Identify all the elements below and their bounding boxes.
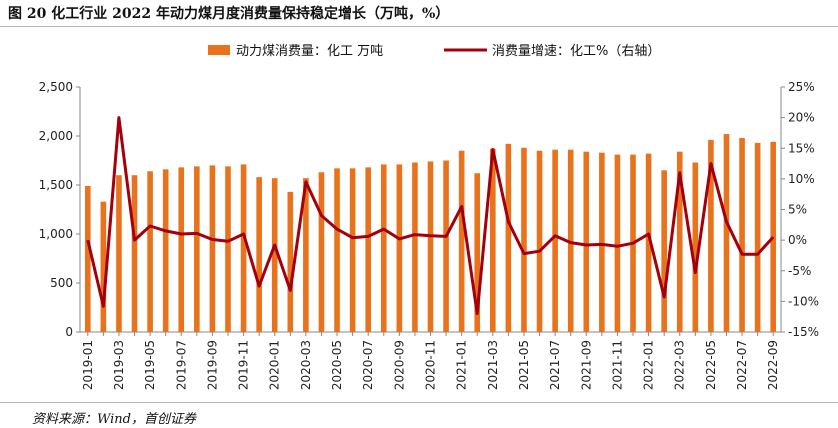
legend-bar-label: 动力煤消费量：化工 万吨 xyxy=(236,44,383,59)
x-tick-label: 2019-07 xyxy=(174,340,188,390)
bar xyxy=(412,162,418,332)
y-right-tick-label: 15% xyxy=(788,141,815,155)
bar xyxy=(723,134,730,332)
bar xyxy=(739,137,745,332)
bar xyxy=(318,172,325,332)
title-bar: 图 20 化工行业 2022 年动力煤月度消费量保持稳定增长（万吨，%） xyxy=(0,0,838,27)
x-tick-label: 2020-07 xyxy=(361,340,375,390)
bar xyxy=(162,169,169,332)
bar xyxy=(521,147,527,332)
bar xyxy=(256,177,262,332)
x-tick-label: 2021-07 xyxy=(548,340,562,390)
x-tick-label: 2020-05 xyxy=(330,340,344,390)
x-tick-label: 2021-01 xyxy=(455,340,469,390)
bar xyxy=(116,175,122,332)
x-tick-label: 2022-07 xyxy=(735,340,749,390)
growth-line xyxy=(86,116,775,316)
bar xyxy=(84,185,91,332)
x-tick-label: 2019-09 xyxy=(205,340,219,390)
bar xyxy=(599,152,605,332)
y-right-tick-label: -15% xyxy=(788,325,819,339)
bar xyxy=(490,148,496,332)
x-tick-label: 2019-11 xyxy=(237,340,251,390)
bar xyxy=(225,166,231,332)
x-tick-label: 2020-03 xyxy=(299,340,313,390)
x-tick-label: 2020-11 xyxy=(424,340,438,390)
x-tick-label: 2021-03 xyxy=(486,340,500,390)
x-tick-label: 2021-09 xyxy=(579,340,593,390)
bar xyxy=(427,161,434,332)
x-tick-label: 2019-01 xyxy=(81,340,95,390)
y-left-tick-label: 1,500 xyxy=(39,178,73,192)
bar xyxy=(458,150,465,332)
bar xyxy=(178,167,185,332)
bar xyxy=(380,164,387,332)
x-tick-label: 2019-05 xyxy=(143,340,157,390)
legend-bar-swatch xyxy=(208,45,230,55)
bar xyxy=(770,141,777,332)
y-right-tick-label: 25% xyxy=(788,80,815,94)
y-right-tick-label: -10% xyxy=(788,294,819,308)
bar xyxy=(661,170,667,332)
bar xyxy=(474,173,481,332)
y-left-tick-label: 1,000 xyxy=(39,227,73,241)
y-left-tick-label: 0 xyxy=(65,325,73,339)
bar xyxy=(194,166,200,332)
bar xyxy=(287,191,294,332)
x-tick-label: 2019-03 xyxy=(112,340,126,390)
bar xyxy=(131,175,138,332)
y-right-tick-label: 20% xyxy=(788,111,815,125)
legend-line-label: 消费量增速：化工%（右轴） xyxy=(492,44,660,59)
bar xyxy=(396,164,403,332)
y-right-tick-label: -5% xyxy=(788,264,811,278)
x-tick-label: 2022-03 xyxy=(673,340,687,390)
bar xyxy=(645,153,652,332)
bar xyxy=(349,168,356,332)
bar xyxy=(567,149,574,332)
bar xyxy=(271,178,278,332)
bar xyxy=(100,201,107,332)
bar xyxy=(303,178,309,332)
y-right-tick-label: 0% xyxy=(788,233,807,247)
x-tick-label: 2020-09 xyxy=(392,340,406,390)
bar xyxy=(365,167,371,332)
y-left-tick-label: 500 xyxy=(50,276,73,290)
y-left-tick-label: 2,500 xyxy=(39,80,73,94)
source-note: 资料来源：Wind，首创证券 xyxy=(32,412,196,427)
bar xyxy=(334,168,340,332)
bar xyxy=(147,171,153,332)
y-right-tick-label: 5% xyxy=(788,203,807,217)
x-tick-label: 2020-01 xyxy=(268,340,282,390)
bar xyxy=(209,165,216,332)
y-left-tick-label: 2,000 xyxy=(39,129,73,143)
bar xyxy=(443,160,449,332)
figure-title: 图 20 化工行业 2022 年动力煤月度消费量保持稳定增长（万吨，%） xyxy=(8,6,450,22)
bar xyxy=(676,151,683,332)
bar xyxy=(614,154,621,332)
x-tick-label: 2022-01 xyxy=(642,340,656,390)
source-bar: 资料来源：Wind，首创证券 xyxy=(0,402,838,428)
bar xyxy=(505,143,512,332)
bar xyxy=(240,164,247,332)
bar xyxy=(692,162,699,332)
bar xyxy=(552,149,558,332)
bar xyxy=(708,139,714,332)
x-tick-label: 2022-05 xyxy=(704,340,718,390)
bar xyxy=(583,151,590,332)
y-right-tick-label: 10% xyxy=(788,172,815,186)
x-tick-label: 2021-11 xyxy=(610,340,624,390)
x-tick-label: 2022-09 xyxy=(766,340,780,390)
bar xyxy=(536,150,543,332)
x-tick-label: 2021-05 xyxy=(517,340,531,390)
bar xyxy=(754,142,761,332)
